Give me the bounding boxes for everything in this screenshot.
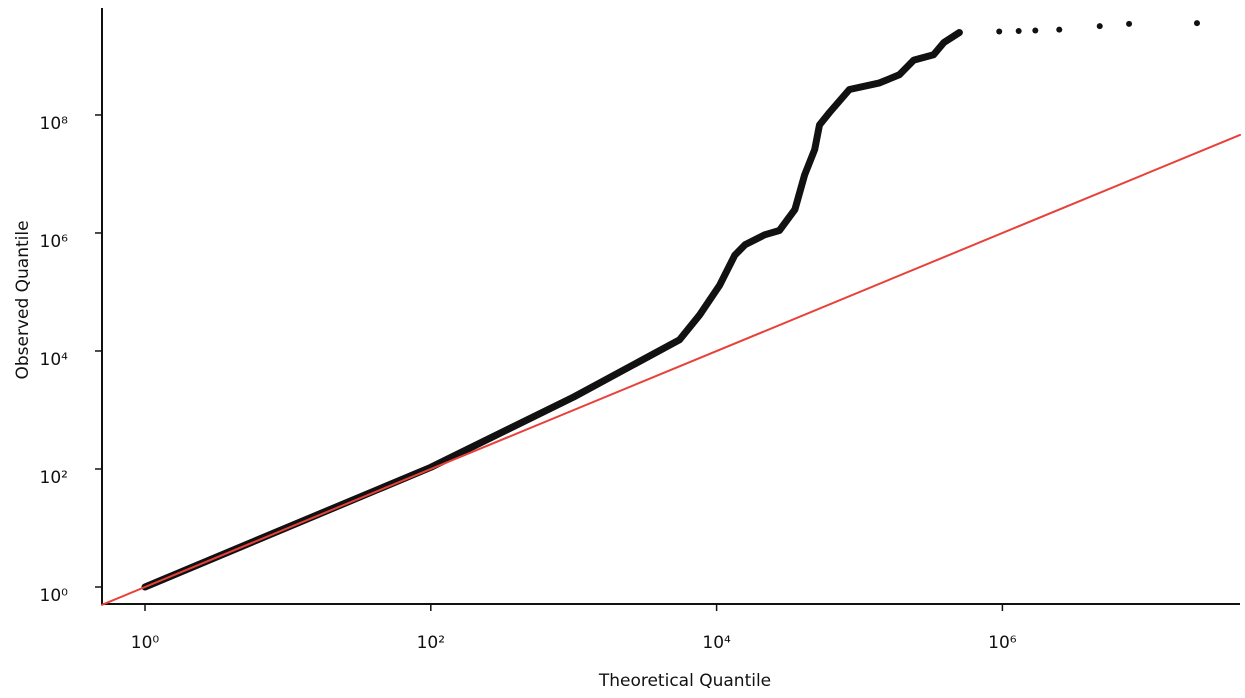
point [1032, 27, 1039, 34]
y-tick-label: 10⁰ [40, 586, 69, 606]
x-axis-label: Theoretical Quantile [598, 671, 771, 691]
y-tick-label: 10⁸ [40, 114, 69, 134]
point [1126, 20, 1133, 27]
x-tick-label: 10⁰ [131, 633, 160, 653]
point [1193, 20, 1200, 27]
y-axis-label: Observed Quantile [13, 220, 33, 379]
y-tick-label: 10⁴ [40, 350, 69, 370]
x-tick-label: 10⁴ [702, 633, 731, 653]
x-tick-label: 10⁶ [988, 633, 1017, 653]
series-line [101, 133, 1241, 606]
x-tick-label: 10² [417, 633, 445, 653]
point [996, 28, 1003, 35]
y-tick-label: 10⁶ [40, 232, 69, 252]
point [1015, 27, 1022, 34]
point [1096, 23, 1103, 30]
point [1056, 26, 1063, 33]
y-tick-label: 10² [40, 468, 68, 488]
series-line [141, 29, 963, 591]
